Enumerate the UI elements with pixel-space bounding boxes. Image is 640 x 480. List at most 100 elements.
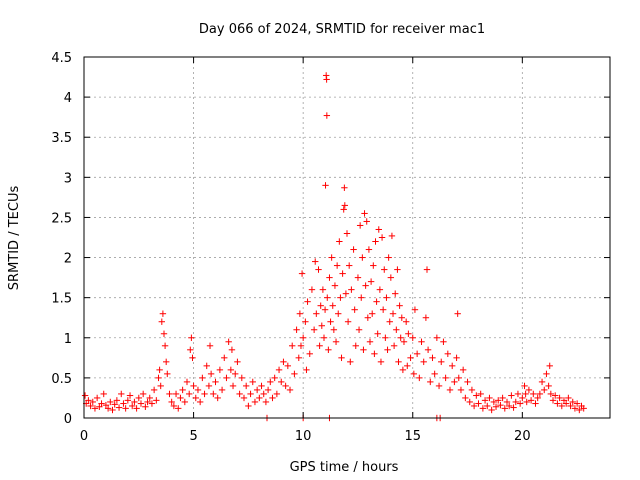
data-point xyxy=(486,394,493,402)
data-point xyxy=(427,378,434,386)
data-point xyxy=(341,184,348,191)
data-point xyxy=(576,406,583,414)
y-tick-label: 1.5 xyxy=(51,292,72,307)
data-point xyxy=(431,370,438,378)
data-point xyxy=(124,397,132,404)
data-point xyxy=(523,398,530,406)
data-point xyxy=(289,342,296,349)
data-point xyxy=(131,398,138,406)
data-point xyxy=(229,382,237,390)
data-point xyxy=(409,334,416,341)
x-tick-label: 5 xyxy=(189,429,197,444)
data-point xyxy=(232,370,239,378)
data-point xyxy=(355,326,363,333)
data-point xyxy=(96,403,103,410)
data-point xyxy=(376,286,384,293)
data-point xyxy=(306,350,313,358)
data-point xyxy=(326,274,333,281)
data-point xyxy=(527,397,535,404)
data-point xyxy=(501,405,508,412)
data-point xyxy=(162,358,170,366)
data-point xyxy=(418,338,425,345)
data-point xyxy=(150,386,158,394)
data-point xyxy=(538,378,546,386)
data-point xyxy=(495,397,502,404)
data-point xyxy=(293,326,300,333)
data-point xyxy=(365,246,373,253)
data-point xyxy=(393,326,400,333)
data-point xyxy=(499,394,506,402)
data-point xyxy=(113,397,121,404)
data-point xyxy=(275,366,283,374)
data-point xyxy=(269,394,276,402)
data-point xyxy=(129,402,136,410)
data-point xyxy=(397,334,404,341)
data-point xyxy=(490,398,498,406)
data-point xyxy=(375,226,382,233)
data-point xyxy=(338,354,345,362)
data-point xyxy=(429,354,436,362)
y-tick-label: 4.5 xyxy=(51,51,72,66)
data-point xyxy=(267,378,274,386)
data-point xyxy=(166,390,173,398)
data-point xyxy=(470,402,478,410)
axis-ticks: 0 0.5 1 1.5 2 2.5 3 3.5 4 4.5 0 5 10 15 20 xyxy=(51,51,610,444)
data-point xyxy=(475,400,482,407)
data-point xyxy=(552,392,559,399)
data-point xyxy=(256,394,263,402)
y-tick-label: 1 xyxy=(64,332,72,347)
data-point xyxy=(98,400,105,407)
data-point xyxy=(340,206,347,213)
plot-border xyxy=(83,56,611,419)
data-point xyxy=(547,390,555,398)
data-point xyxy=(159,310,167,317)
data-point xyxy=(352,342,359,349)
data-point xyxy=(164,370,171,378)
data-point xyxy=(316,342,323,349)
data-point xyxy=(189,354,196,362)
data-point xyxy=(454,310,461,317)
data-point xyxy=(455,374,462,382)
data-point xyxy=(344,318,352,325)
data-point xyxy=(199,374,206,382)
data-point xyxy=(354,274,362,281)
data-point xyxy=(319,286,327,293)
data-point xyxy=(383,294,390,301)
data-point xyxy=(488,406,495,414)
data-point xyxy=(318,322,325,329)
data-point xyxy=(216,366,224,374)
data-point xyxy=(545,382,552,390)
data-point xyxy=(107,398,114,406)
data-point xyxy=(315,266,322,273)
data-point xyxy=(389,310,397,317)
data-point xyxy=(503,398,511,406)
data-point xyxy=(335,310,342,317)
data-point xyxy=(330,326,338,333)
data-point xyxy=(521,382,528,390)
y-tick-label: 2.5 xyxy=(51,211,72,226)
data-point xyxy=(304,298,311,305)
data-point xyxy=(479,405,487,412)
data-point xyxy=(223,374,230,382)
data-point xyxy=(310,326,318,333)
data-point xyxy=(342,290,350,297)
data-point xyxy=(530,390,537,398)
data-point xyxy=(177,394,184,402)
data-point xyxy=(203,362,210,370)
data-point xyxy=(137,400,145,407)
data-point xyxy=(245,402,252,410)
data-point xyxy=(157,382,164,390)
data-point xyxy=(126,392,134,399)
data-point xyxy=(536,390,544,398)
data-point xyxy=(558,402,565,410)
data-point xyxy=(422,314,430,321)
data-point xyxy=(120,400,127,407)
data-point xyxy=(571,405,579,412)
data-point xyxy=(196,398,204,406)
data-point xyxy=(372,238,379,245)
data-point xyxy=(111,401,118,408)
data-point xyxy=(546,362,553,370)
data-point xyxy=(444,350,452,358)
data-point xyxy=(212,378,219,386)
data-point xyxy=(407,354,414,362)
